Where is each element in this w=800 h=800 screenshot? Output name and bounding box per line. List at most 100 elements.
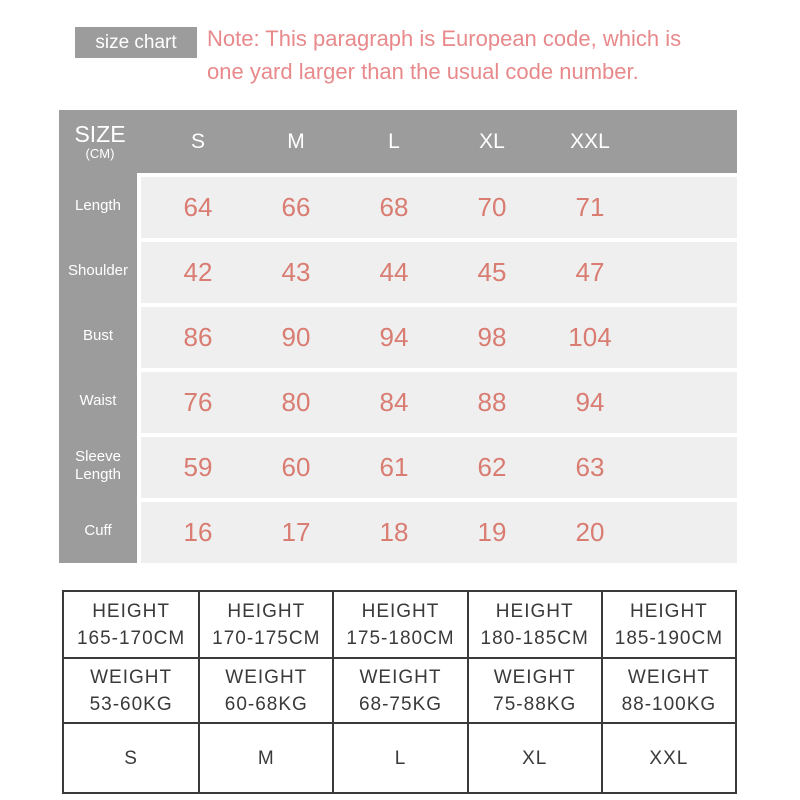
row-values: 64 66 68 70 71 <box>141 177 737 238</box>
row-values: 59 60 61 62 63 <box>141 437 737 498</box>
cell-value: 47 <box>575 257 605 287</box>
height-value: 165-170CM <box>76 627 186 649</box>
table-row-bust: Bust 86 90 94 98 104 <box>59 303 737 368</box>
fit-reference-table: HEIGHT 165-170CM HEIGHT 170-175CM HEIGHT… <box>62 590 737 794</box>
cell-value: 66 <box>281 192 311 222</box>
size-table-header-row: SIZE (CM) S M L XL XXL <box>59 110 737 173</box>
size-measurements-table: SIZE (CM) S M L XL XXL Length 64 66 68 7… <box>59 110 737 563</box>
cell-value: 59 <box>183 452 213 482</box>
height-value: 185-190CM <box>614 627 724 649</box>
weight-cell-l: WEIGHT 68-75KG <box>332 657 467 722</box>
corner-label: SIZE <box>74 120 126 147</box>
size-cell-m: M <box>198 722 333 792</box>
cell-value: 62 <box>477 452 507 482</box>
column-header-xl: XL <box>479 129 505 153</box>
table-row-shoulder: Shoulder 42 43 44 45 47 <box>59 238 737 303</box>
height-cell-s: HEIGHT 165-170CM <box>64 592 198 657</box>
cell-value: 43 <box>281 257 311 287</box>
row-label: Waist <box>59 368 137 433</box>
weight-cell-m: WEIGHT 60-68KG <box>198 657 333 722</box>
cell-value: 61 <box>379 452 409 482</box>
weight-cell-s: WEIGHT 53-60KG <box>64 657 199 722</box>
cell-value: 44 <box>379 257 409 287</box>
cell-value: 45 <box>477 257 507 287</box>
height-value: 175-180CM <box>346 627 455 649</box>
cell-value: 68 <box>379 192 409 222</box>
cell-value: 20 <box>575 517 605 547</box>
cell-value: 70 <box>477 192 507 222</box>
cell-value: 71 <box>575 192 605 222</box>
weight-cell-xl: WEIGHT 75-88KG <box>466 657 601 722</box>
note-line-1: Note: This paragraph is European code, w… <box>207 26 682 51</box>
weight-label: WEIGHT <box>627 666 710 688</box>
cell-value: 16 <box>183 517 213 547</box>
height-cell-xxl: HEIGHT 185-190CM <box>600 592 735 657</box>
height-label: HEIGHT <box>227 600 306 622</box>
table-row-cuff: Cuff 16 17 18 19 20 <box>59 498 737 563</box>
column-header-l: L <box>388 129 400 153</box>
cell-value: 19 <box>477 517 507 547</box>
weight-value: 60-68KG <box>224 693 308 715</box>
corner-unit: (CM) <box>85 146 115 161</box>
weight-label: WEIGHT <box>493 666 576 688</box>
row-label: Length <box>59 173 137 238</box>
size-cell-xl: XL <box>466 722 601 792</box>
size-column-headers: S M L XL XXL <box>141 130 639 154</box>
european-code-note: Note: This paragraph is European code, w… <box>207 22 681 88</box>
weight-value: 68-75KG <box>358 693 443 715</box>
cell-value: 94 <box>575 387 605 417</box>
table-row-waist: Waist 76 80 84 88 94 <box>59 368 737 433</box>
row-label: Shoulder <box>59 238 137 303</box>
cell-value: 86 <box>183 322 213 352</box>
weight-label: WEIGHT <box>90 666 173 688</box>
cell-value: 88 <box>477 387 507 417</box>
cell-value: 80 <box>281 387 311 417</box>
height-cell-xl: HEIGHT 180-185CM <box>466 592 601 657</box>
row-values: 86 90 94 98 104 <box>141 307 737 368</box>
size-chart-badge: size chart <box>75 27 197 58</box>
cell-value: 42 <box>183 257 213 287</box>
row-label: Sleeve Length <box>59 433 137 498</box>
cell-value: 98 <box>477 322 507 352</box>
column-header-m: M <box>287 129 305 153</box>
size-cell-l: L <box>332 722 467 792</box>
row-values: 76 80 84 88 94 <box>141 372 737 433</box>
cell-value: 94 <box>379 322 409 352</box>
row-label: Bust <box>59 303 137 368</box>
cell-value: 60 <box>281 452 311 482</box>
height-cell-m: HEIGHT 170-175CM <box>198 592 332 657</box>
weight-label: WEIGHT <box>225 666 308 688</box>
row-values: 16 17 18 19 20 <box>141 502 737 563</box>
cell-value: 17 <box>281 517 311 547</box>
height-label: HEIGHT <box>361 600 440 622</box>
cell-value: 18 <box>379 517 409 547</box>
cell-value: 104 <box>568 322 612 352</box>
cell-value: 90 <box>281 322 311 352</box>
size-cell-s: S <box>64 722 199 792</box>
height-label: HEIGHT <box>92 600 170 622</box>
size-cell-xxl: XXL <box>600 722 735 792</box>
weight-value: 88-100KG <box>621 693 717 715</box>
row-label: Cuff <box>59 498 137 563</box>
height-value: 170-175CM <box>212 627 321 649</box>
weight-value: 53-60KG <box>89 693 173 715</box>
column-header-s: S <box>190 129 205 153</box>
note-line-2: one yard larger than the usual code numb… <box>207 59 639 84</box>
weight-cell-xxl: WEIGHT 88-100KG <box>600 657 735 722</box>
height-cell-l: HEIGHT 175-180CM <box>332 592 466 657</box>
height-label: HEIGHT <box>630 600 708 622</box>
table-row-length: Length 64 66 68 70 71 <box>59 173 737 238</box>
weight-label: WEIGHT <box>359 666 442 688</box>
size-cm-corner-cell: SIZE (CM) <box>59 120 141 162</box>
row-values: 42 43 44 45 47 <box>141 242 737 303</box>
height-label: HEIGHT <box>495 600 574 622</box>
cell-value: 64 <box>183 192 213 222</box>
table-row-sleeve-length: Sleeve Length 59 60 61 62 63 <box>59 433 737 498</box>
height-value: 180-185CM <box>480 627 589 649</box>
cell-value: 76 <box>183 387 213 417</box>
cell-value: 84 <box>379 387 409 417</box>
cell-value: 63 <box>575 452 605 482</box>
weight-value: 75-88KG <box>493 693 577 715</box>
column-header-xxl: XXL <box>570 129 610 153</box>
